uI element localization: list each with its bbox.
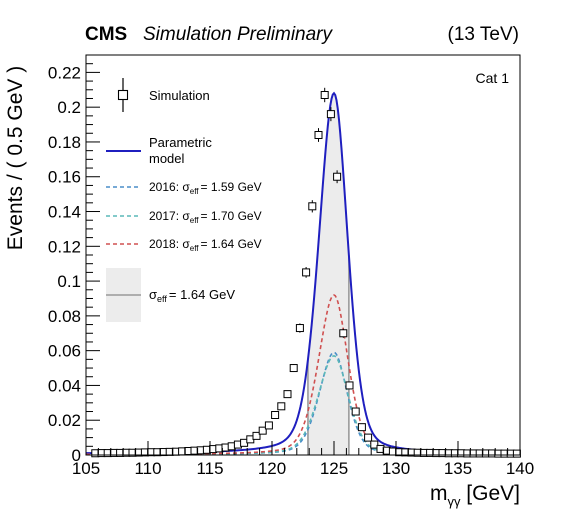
y-tick-label: 0.22 bbox=[48, 63, 81, 82]
y-tick-label: 0.18 bbox=[48, 133, 81, 152]
simulation-point bbox=[512, 449, 521, 458]
status-label: Simulation Preliminary bbox=[143, 24, 334, 45]
legend-2018-sub: eff bbox=[190, 244, 200, 253]
simulation-point bbox=[271, 411, 280, 419]
y-tick-label: 0.1 bbox=[57, 272, 81, 291]
experiment-label: CMS bbox=[85, 24, 127, 45]
curve-2016 bbox=[86, 351, 520, 456]
x-tick-label: 130 bbox=[382, 459, 410, 478]
x-tick-label: 110 bbox=[134, 459, 161, 478]
legend-simulation-label: Simulation bbox=[149, 88, 210, 103]
simulation-point bbox=[302, 268, 311, 277]
legend-2018-value: = 1.64 GeV bbox=[201, 237, 262, 251]
y-tick-label: 0.16 bbox=[48, 168, 81, 187]
legend-2018-year: 2018: bbox=[149, 237, 179, 251]
y-tick-label: 0.14 bbox=[48, 203, 81, 222]
x-tick-label: 125 bbox=[320, 459, 348, 478]
legend-2016-year: 2016: bbox=[149, 180, 179, 194]
y-axis-title: Events / ( 0.5 GeV ) bbox=[4, 66, 27, 250]
simulation-point bbox=[252, 431, 261, 440]
y-tick-label: 0.2 bbox=[57, 98, 81, 117]
curve-2018 bbox=[85, 294, 520, 456]
legend-2016-sigma: σ bbox=[182, 180, 190, 194]
legend-2017-label: 2017: σeff = 1.70 GeV bbox=[149, 209, 262, 225]
simulation-point bbox=[357, 423, 366, 432]
legend-band-value: = 1.64 GeV bbox=[169, 287, 235, 302]
simulation-point bbox=[326, 110, 335, 119]
legend-band-sub: eff bbox=[157, 294, 167, 304]
y-tick-label: 0.02 bbox=[48, 411, 81, 430]
simulation-point bbox=[308, 202, 317, 211]
legend-2016-label: 2016: σeff = 1.59 GeV bbox=[149, 180, 262, 196]
legend-simulation-square bbox=[117, 89, 129, 101]
legend-2016-sub: eff bbox=[190, 187, 200, 196]
simulation-point bbox=[370, 440, 379, 449]
legend-2016-value: = 1.59 GeV bbox=[201, 180, 262, 194]
simulation-point bbox=[314, 131, 323, 139]
simulation-point bbox=[289, 364, 298, 373]
legend-band-sigma: σ bbox=[149, 287, 157, 302]
y-tick-label: 0 bbox=[72, 446, 81, 465]
simulation-point bbox=[258, 426, 267, 435]
simulation-point bbox=[283, 390, 292, 399]
simulation-point bbox=[264, 421, 273, 430]
simulation-point bbox=[345, 381, 354, 390]
legend: Simulation Parametric model 2016: σeff = … bbox=[106, 78, 262, 322]
x-axis-title-sub: γγ bbox=[447, 494, 461, 509]
y-tick-label: 0.04 bbox=[48, 376, 81, 395]
legend-2017-sub: eff bbox=[190, 216, 200, 225]
y-tick-label: 0.12 bbox=[48, 237, 81, 256]
simulation-point bbox=[364, 433, 373, 442]
legend-2018-label: 2018: σeff = 1.64 GeV bbox=[149, 237, 262, 253]
category-label: Cat 1 bbox=[476, 70, 510, 86]
x-axis-title-unit: [GeV] bbox=[460, 482, 520, 505]
legend-model-label-1: Parametric bbox=[149, 135, 212, 150]
simulation-point bbox=[333, 172, 342, 181]
legend-2018-sigma: σ bbox=[182, 237, 190, 251]
simulation-point bbox=[339, 329, 348, 338]
y-tick-label: 0.06 bbox=[48, 342, 81, 361]
x-tick-label: 120 bbox=[258, 459, 286, 478]
simulation-point bbox=[295, 324, 304, 333]
simulation-point bbox=[351, 407, 360, 416]
x-tick-label: 105 bbox=[72, 459, 100, 478]
energy-label: (13 TeV) bbox=[448, 24, 519, 45]
legend-model-label-2: model bbox=[149, 151, 185, 166]
x-axis-title: mγγ [GeV] bbox=[430, 482, 520, 509]
legend-2017-sigma: σ bbox=[182, 209, 190, 223]
legend-2017-year: 2017: bbox=[149, 209, 179, 223]
effective-band bbox=[307, 93, 349, 455]
x-tick-label: 135 bbox=[444, 459, 472, 478]
x-tick-label: 140 bbox=[506, 459, 534, 478]
legend-band-label: σeff = 1.64 GeV bbox=[149, 287, 235, 304]
y-tick-label: 0.08 bbox=[48, 307, 81, 326]
simulation-point bbox=[320, 91, 329, 99]
legend-2017-value: = 1.70 GeV bbox=[201, 209, 262, 223]
x-tick-label: 115 bbox=[196, 459, 223, 478]
legend-simulation-marker bbox=[117, 78, 129, 112]
simulation-point bbox=[277, 402, 286, 411]
